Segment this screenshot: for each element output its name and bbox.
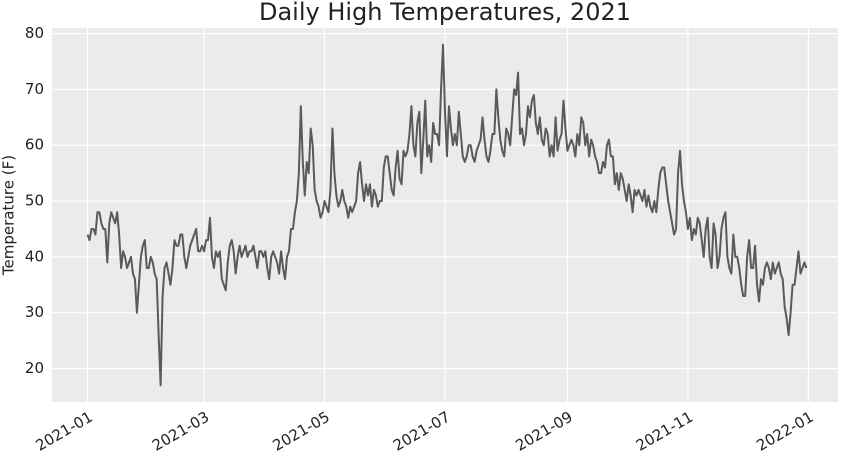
y-tick-label: 40	[25, 247, 44, 265]
y-tick-label: 30	[25, 303, 44, 321]
x-tick-label: 2021-11	[633, 408, 696, 455]
y-tick-label: 80	[25, 24, 44, 42]
y-tick-label: 60	[25, 136, 44, 154]
x-tick-label: 2021-07	[390, 408, 453, 455]
data-line	[86, 43, 808, 387]
x-tick-label: 2022-01	[753, 408, 816, 455]
chart-title: Daily High Temperatures, 2021	[259, 0, 631, 26]
x-tick-label: 2021-03	[149, 408, 212, 455]
y-tick-label: 50	[25, 192, 44, 210]
x-tick-label: 2021-05	[269, 408, 332, 455]
y-tick-label: 20	[25, 359, 44, 377]
x-tick-label: 2021-09	[512, 408, 575, 455]
y-axis-label: Temperature (F)	[0, 155, 18, 276]
x-tick-label: 2021-01	[33, 408, 96, 455]
y-tick-label: 70	[25, 80, 44, 98]
